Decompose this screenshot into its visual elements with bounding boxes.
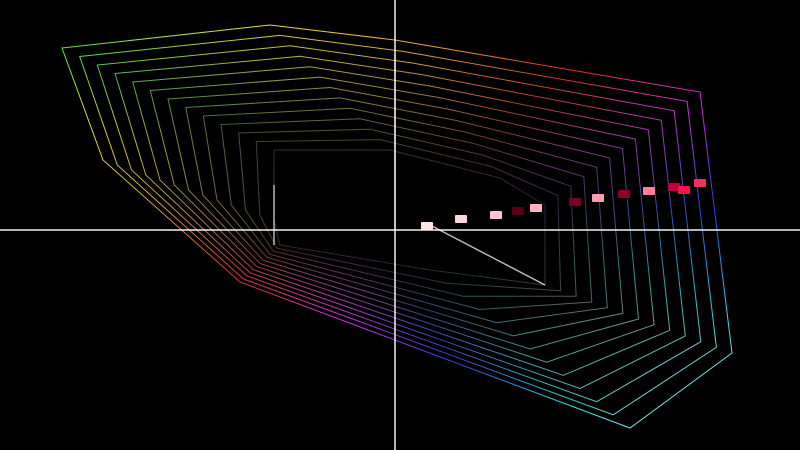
gamut-contour-9 <box>202 107 608 324</box>
gamut-contour-10 <box>220 118 593 311</box>
color-marker-6 <box>569 198 581 206</box>
neutral-spine-3 <box>429 224 546 286</box>
color-marker-10 <box>668 183 680 191</box>
color-marker-12 <box>678 186 690 194</box>
gamut-contour-3 <box>96 45 702 403</box>
color-marker-2 <box>455 215 467 223</box>
gamut-contour-5 <box>132 66 671 376</box>
color-marker-9 <box>643 187 655 195</box>
color-marker-11 <box>694 179 706 187</box>
gamut-contour-8 <box>185 97 624 337</box>
gamut-contour-7 <box>167 86 640 350</box>
color-marker-8 <box>618 190 630 198</box>
marker-group <box>421 179 706 230</box>
gamut-contour-2 <box>79 34 717 416</box>
color-marker-4 <box>512 207 524 215</box>
color-marker-7 <box>592 194 604 202</box>
gamut-contour-13 <box>273 149 546 286</box>
gamut-contour-12 <box>255 139 562 292</box>
gamut-contour-group <box>61 24 733 429</box>
color-marker-5 <box>530 204 542 212</box>
gamut-contour-1 <box>61 24 733 429</box>
color-marker-3 <box>490 211 502 219</box>
gamut-contour-11 <box>238 128 577 297</box>
color-marker-1 <box>421 222 433 230</box>
gamut-contour-4 <box>114 55 686 390</box>
gamut-contour-6 <box>149 76 655 363</box>
